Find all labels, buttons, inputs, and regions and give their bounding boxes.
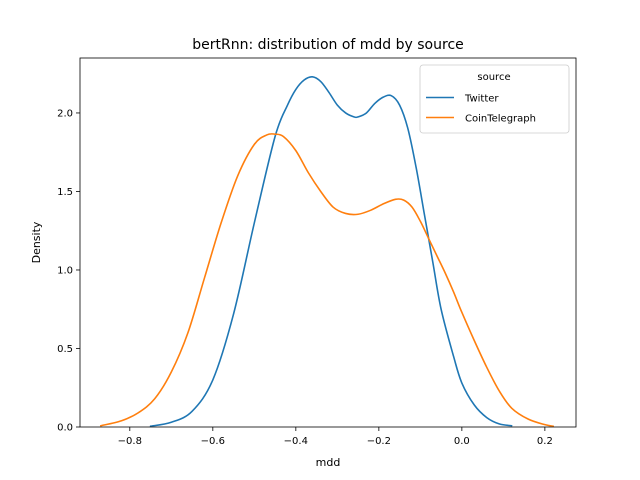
chart-title: bertRnn: distribution of mdd by source [192, 37, 464, 53]
x-tick-label: −0.4 [284, 436, 308, 447]
x-tick-label: −0.8 [118, 436, 142, 447]
x-tick-label: −0.2 [367, 436, 391, 447]
y-axis-label: Density [30, 221, 43, 263]
series-layer [99, 76, 554, 428]
legend: source Twitter CoinTelegraph [419, 64, 570, 134]
axes-frame [79, 57, 577, 428]
legend-box [419, 64, 570, 134]
legend-title: source [477, 72, 510, 83]
x-tick-label: 0.2 [537, 436, 553, 447]
legend-entries: Twitter CoinTelegraph [426, 94, 536, 125]
y-tick-label: 0.5 [57, 344, 73, 355]
x-axis-ticks: −0.8 −0.6 −0.4 −0.2 0.0 0.2 [118, 427, 553, 447]
x-tick-label: 0.0 [454, 436, 470, 447]
x-tick-label: −0.6 [201, 436, 225, 447]
y-tick-label: 0.0 [57, 423, 73, 434]
legend-label-twitter: Twitter [464, 94, 499, 105]
y-axis-ticks: 0.0 0.5 1.0 1.5 2.0 [57, 108, 80, 434]
x-axis-label: mdd [316, 456, 341, 469]
y-tick-label: 1.5 [57, 187, 73, 198]
y-tick-label: 2.0 [57, 108, 73, 119]
legend-label-cointelegraph: CoinTelegraph [465, 114, 536, 125]
series-line-cointelegraph [99, 133, 554, 428]
series-line-twitter [149, 76, 513, 428]
y-tick-label: 1.0 [57, 265, 73, 276]
